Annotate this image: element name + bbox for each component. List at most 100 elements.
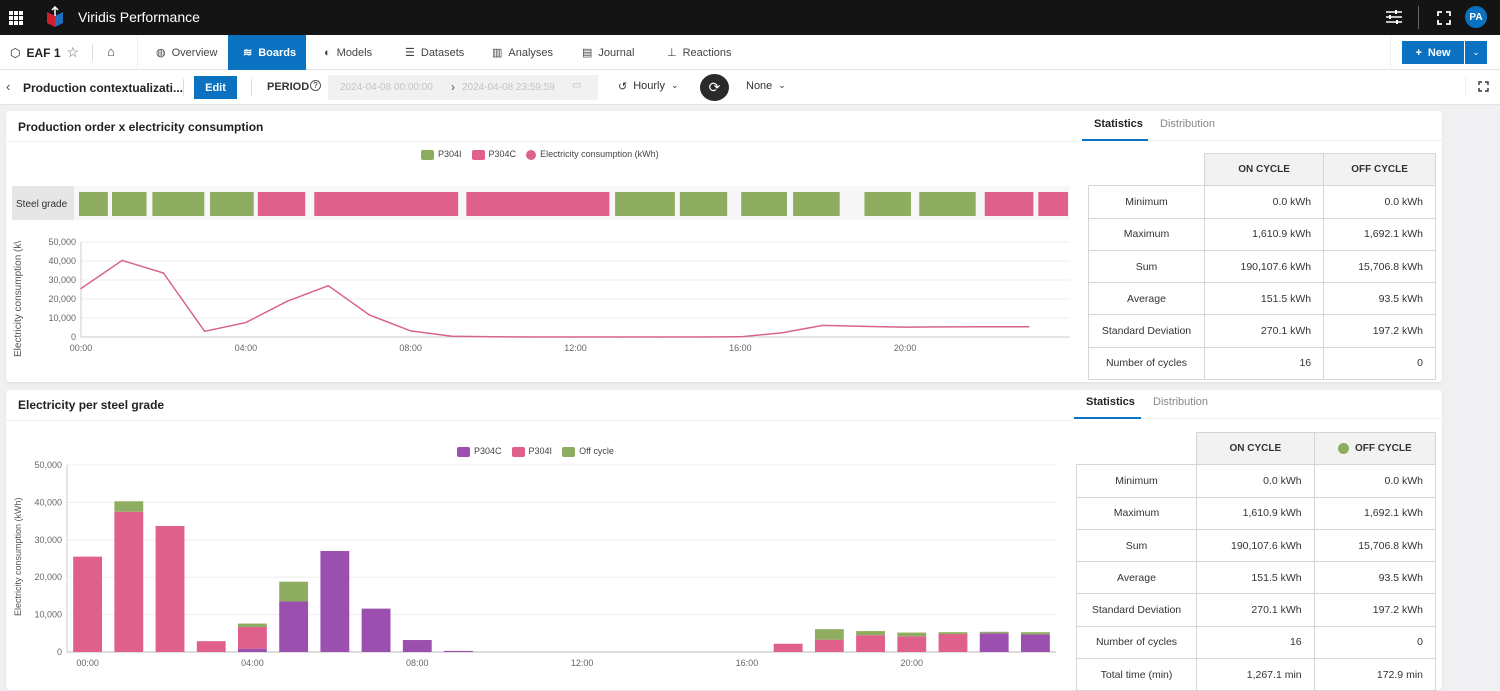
table-row: Average 151.5 kWh 93.5 kWh <box>1076 561 1437 595</box>
app-grid-icon[interactable] <box>9 11 23 25</box>
grade-segment-p304c <box>466 192 610 216</box>
settings-sliders-icon[interactable] <box>1386 10 1402 24</box>
legend-item[interactable]: P304C <box>457 446 502 457</box>
bar-p304i <box>814 639 844 652</box>
bar-p304c <box>1020 634 1050 652</box>
bar-p304c <box>361 608 391 652</box>
tab-distribution[interactable]: Distribution <box>1153 396 1209 408</box>
new-button[interactable]: + New <box>1402 41 1464 64</box>
x-tick-label: 00:00 <box>70 343 93 353</box>
on-cycle-value: 190,107.6 kWh <box>1203 249 1325 284</box>
period-label: PERIOD <box>267 81 310 93</box>
off-cycle-value: 197.2 kWh <box>1313 593 1437 627</box>
bar-p304c <box>444 650 473 652</box>
x-tick-label: 08:00 <box>399 343 422 353</box>
granularity-select[interactable]: ↺ Hourly ⌄ <box>618 80 679 93</box>
grade-segment-p304c <box>257 192 306 216</box>
data-point <box>615 336 618 338</box>
bar-off-cycle <box>238 623 267 627</box>
tab-datasets[interactable]: ☰ Datasets <box>395 35 474 70</box>
row-label: Number of cycles <box>1076 625 1197 660</box>
tab-label: Analyses <box>508 46 554 59</box>
tab-label: Datasets <box>420 46 465 59</box>
grade-segment-p304i <box>919 192 976 216</box>
on-cycle-value: 190,107.6 kWh <box>1196 528 1315 563</box>
consumption-line <box>80 259 1029 338</box>
data-point <box>80 287 82 290</box>
tab-label: Models <box>336 46 373 59</box>
tab-statistics[interactable]: Statistics <box>1094 118 1143 130</box>
layers-icon: ≋ <box>243 47 253 59</box>
analyses-icon: ▥ <box>492 47 503 59</box>
calendar-icon[interactable]: ▭ <box>572 80 582 91</box>
header-off-label: OFF CYCLE <box>1351 164 1408 176</box>
help-icon[interactable]: ? <box>310 80 321 91</box>
user-avatar[interactable]: PA <box>1465 6 1487 28</box>
data-point <box>162 272 165 274</box>
legend-label: Electricity consumption (kWh) <box>540 149 659 159</box>
tab-overview[interactable]: ◍ Overview <box>146 35 227 70</box>
y-tick-label: 50,000 <box>48 237 76 247</box>
aggregation-value: None <box>746 80 773 92</box>
bar-off-cycle <box>814 629 844 640</box>
row-label: Standard Deviation <box>1076 593 1197 627</box>
legend-item[interactable]: P304I <box>421 149 462 160</box>
tab-boards[interactable]: ≋ Boards <box>228 35 306 70</box>
refresh-button[interactable]: ⟳ <box>700 74 729 101</box>
model-icon: ◐ <box>324 46 331 59</box>
fullscreen-icon[interactable] <box>1437 11 1451 25</box>
divider <box>1148 140 1442 141</box>
new-dropdown-button[interactable]: ⌄ <box>1465 41 1487 64</box>
edit-button[interactable]: Edit <box>194 76 237 99</box>
tab-statistics[interactable]: Statistics <box>1086 396 1135 408</box>
header-blank <box>1088 153 1205 187</box>
table-row: Minimum 0.0 kWh 0.0 kWh <box>1088 185 1436 219</box>
bar-p304c <box>238 648 267 652</box>
period-end: 2024-04-08 23:59:59 <box>462 82 555 93</box>
card-title: Production order x electricity consumpti… <box>18 120 264 134</box>
data-point <box>986 325 989 328</box>
off-cycle-value: 0.0 kWh <box>1313 464 1437 498</box>
header-on-cycle: ON CYCLE <box>1196 431 1315 466</box>
steel-grade-bar-chart: 0 10,000 20,000 30,000 40,000 50,000 00:00 04:0… <box>13 460 1056 668</box>
top-bar: Viridis Performance PA <box>0 0 1500 35</box>
legend-label: P304C <box>474 446 502 456</box>
legend-item[interactable]: P304C <box>471 149 516 160</box>
back-chevron-icon[interactable]: ‹ <box>6 79 11 94</box>
chevron-down-icon: ⌄ <box>778 80 786 90</box>
row-label: Maximum <box>1088 217 1205 251</box>
legend-item[interactable]: P304I <box>511 446 552 457</box>
grade-segment-p304i <box>793 192 840 216</box>
tab-analyses[interactable]: ▥ Analyses <box>482 35 563 70</box>
period-range-input[interactable]: 2024-04-08 00:00:00 › 2024-04-08 23:59:5… <box>328 75 598 100</box>
y-axis-label: Electricity consumption (kWh) <box>13 497 23 616</box>
tab-label: Overview <box>171 46 218 59</box>
on-cycle-value: 0.0 kWh <box>1196 464 1315 498</box>
divider <box>92 44 93 61</box>
data-point <box>492 336 494 338</box>
data-point <box>863 325 865 328</box>
divider <box>1418 6 1419 29</box>
legend-item[interactable]: Electricity consumption (kWh) <box>526 149 659 160</box>
grade-segment-p304i <box>111 192 147 216</box>
star-icon[interactable]: ☆ <box>66 44 80 60</box>
off-cycle-value: 15,706.8 kWh <box>1313 528 1437 563</box>
bar-off-cycle <box>979 631 1009 634</box>
tab-distribution[interactable]: Distribution <box>1160 118 1216 130</box>
header-off-cycle: OFF CYCLE <box>1323 152 1436 187</box>
on-cycle-value: 1,267.1 min <box>1196 658 1315 691</box>
tag-icon[interactable]: ⌂ <box>107 44 115 59</box>
table-row: Average 151.5 kWh 93.5 kWh <box>1088 282 1436 316</box>
tab-journal[interactable]: ▤ Journal <box>572 35 644 70</box>
row-label: Sum <box>1076 528 1197 563</box>
legend-item[interactable]: Off cycle <box>562 446 614 457</box>
tab-models[interactable]: ◐ Models <box>314 35 382 70</box>
data-point <box>245 321 247 324</box>
off-cycle-value: 1,692.1 kWh <box>1313 496 1437 530</box>
off-cycle-value: 0.0 kWh <box>1323 185 1436 219</box>
asset-selector[interactable]: ⬡ EAF 1 ☆ <box>10 35 79 70</box>
aggregation-select[interactable]: None ⌄ <box>746 80 786 92</box>
expand-icon[interactable] <box>1478 81 1489 92</box>
chevron-down-icon: ⌄ <box>671 80 679 90</box>
tab-reactions[interactable]: ⊥ Reactions <box>657 35 742 70</box>
